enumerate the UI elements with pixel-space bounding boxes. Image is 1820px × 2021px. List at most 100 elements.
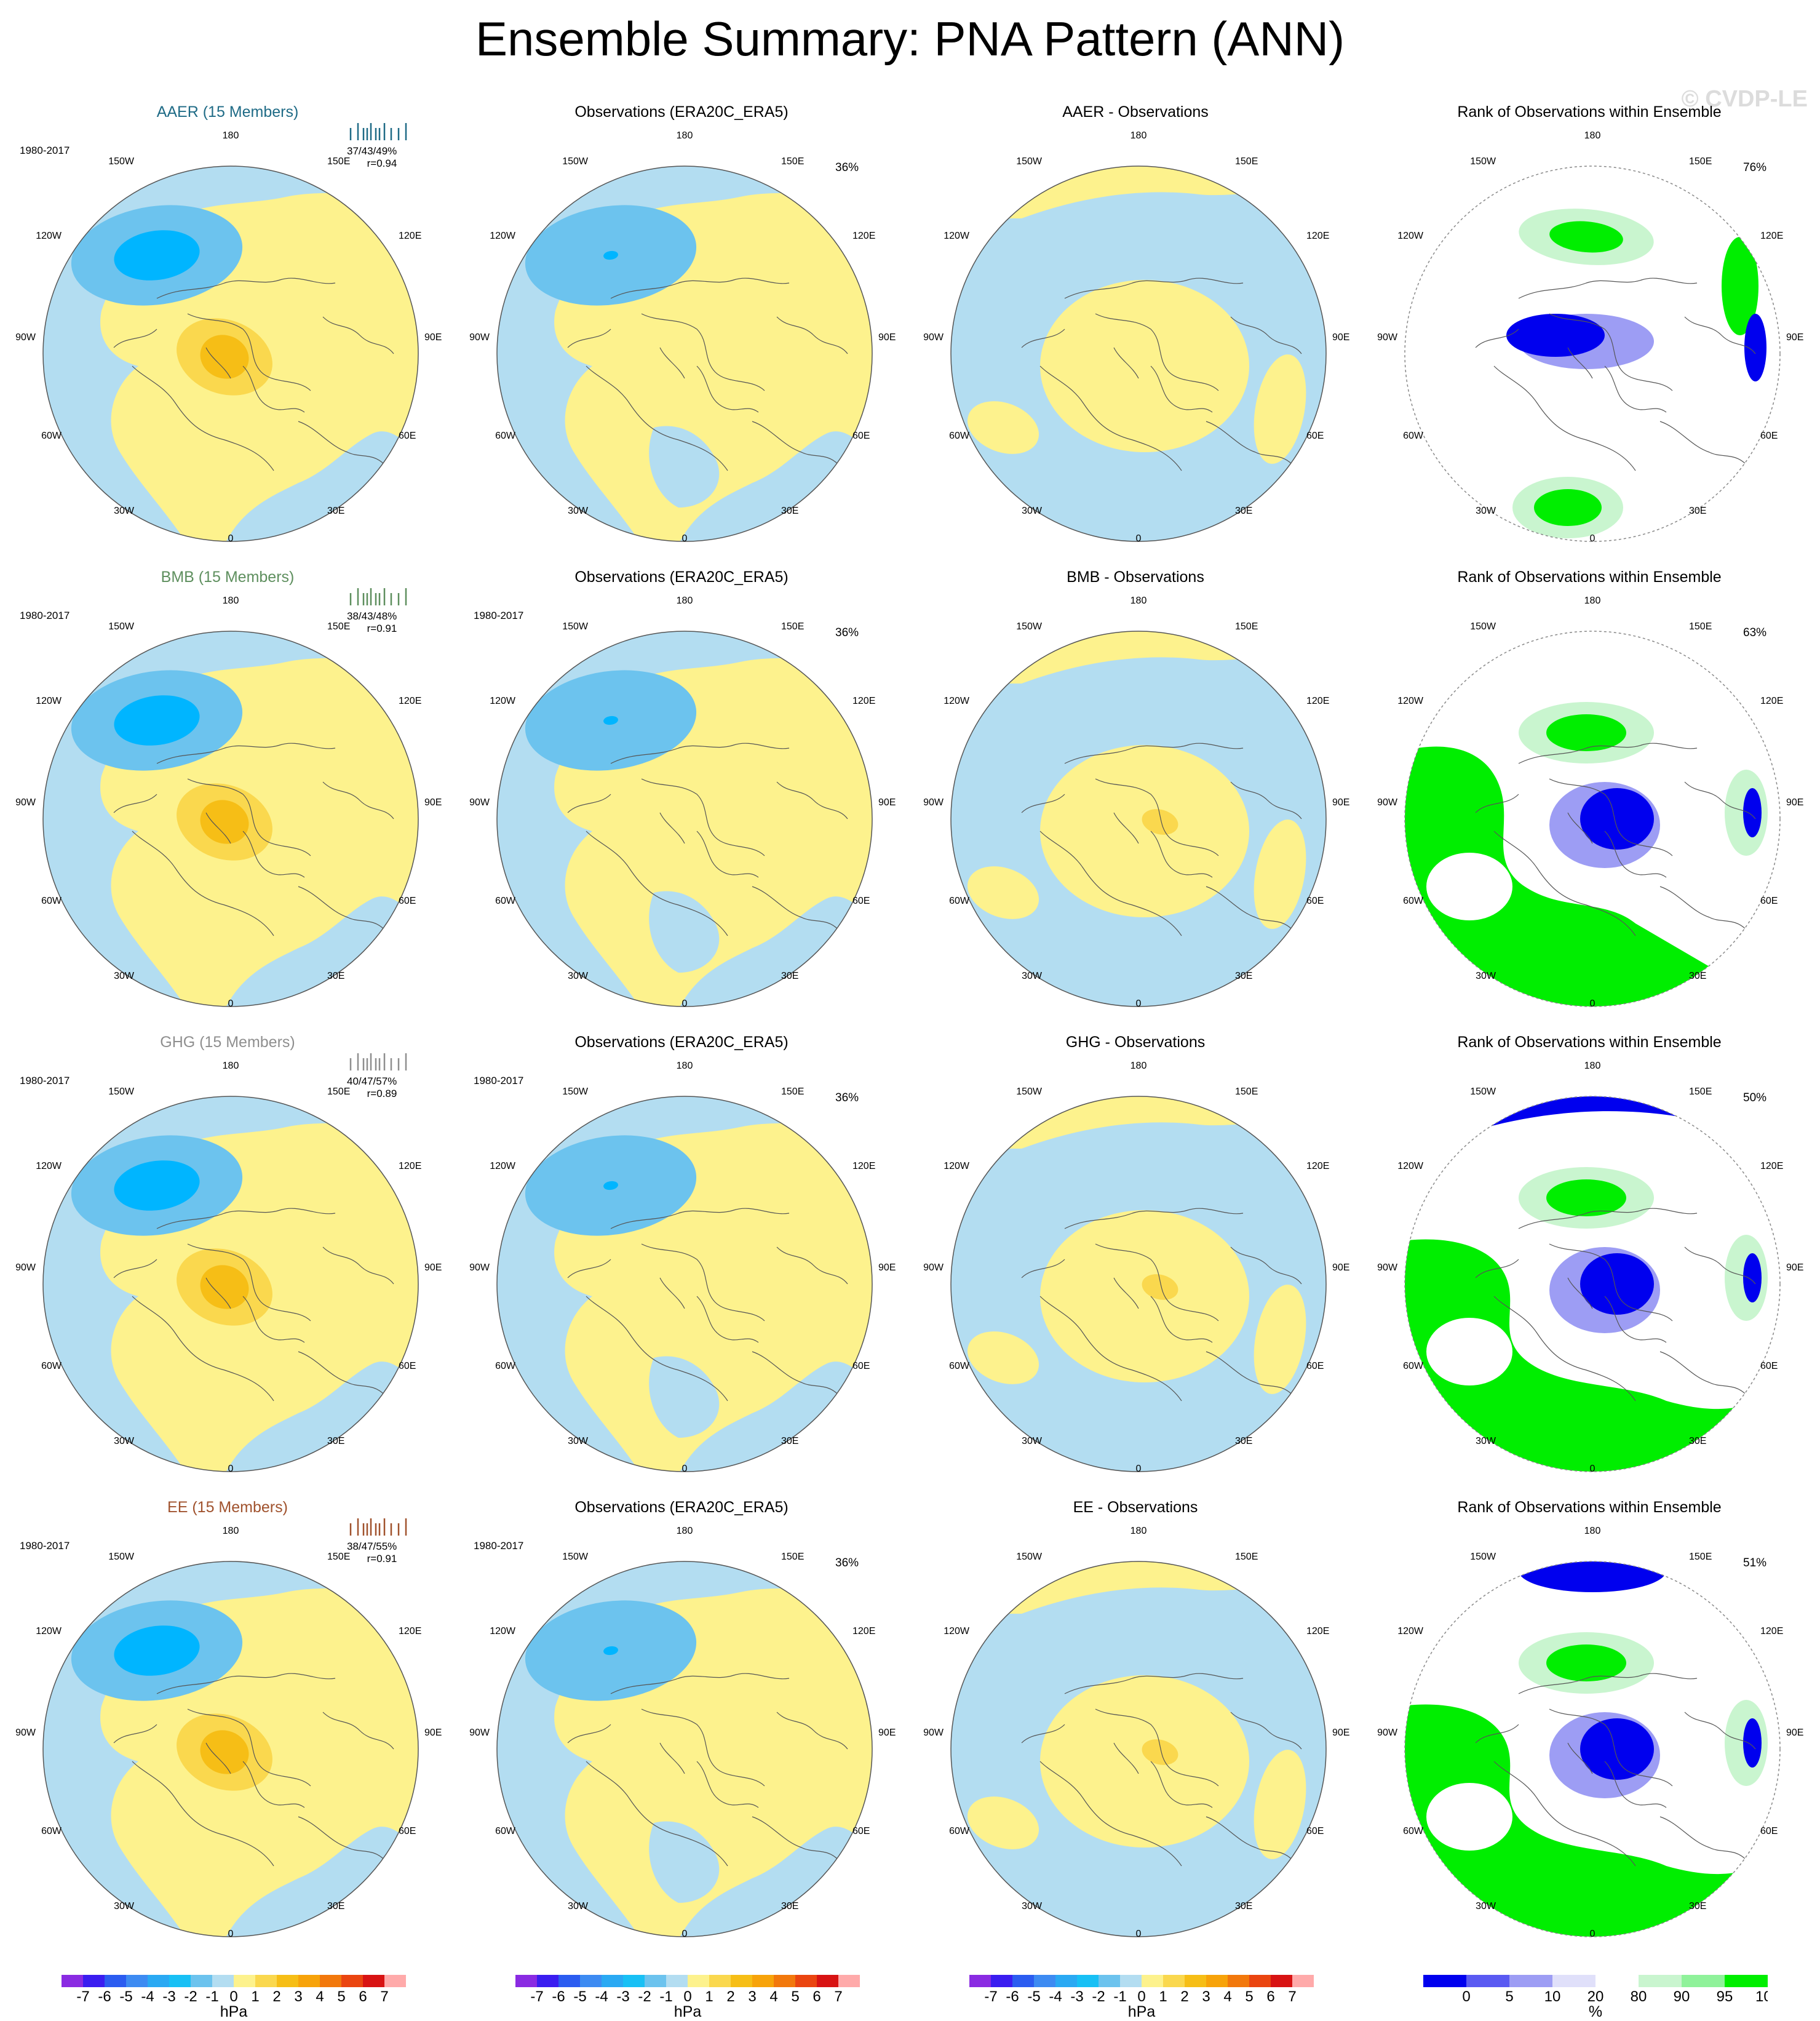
longitude-label: 150W <box>1016 1552 1042 1562</box>
longitude-label: 30E <box>1689 506 1707 516</box>
year-range: 1980-2017 <box>20 145 70 156</box>
member-histogram <box>349 1518 407 1536</box>
coastline <box>1567 812 1593 844</box>
longitude-label: 90W <box>923 1262 944 1273</box>
colorbar-swatch <box>191 1975 212 1987</box>
colorbar-tick-label: 3 <box>748 1988 756 2002</box>
coastline <box>1567 1277 1593 1309</box>
panel-ens-row2: BMB (15 Members) 1980-2017 38/43/48% r=0.91… <box>0 564 455 1029</box>
colorbar-swatch <box>666 1975 688 1987</box>
polar-map <box>496 1561 873 1937</box>
longitude-label: 90E <box>1786 332 1804 343</box>
coastline <box>696 1296 759 1343</box>
panel-ens-row3: GHG (15 Members) 1980-2017 40/47/57% r=0.89… <box>0 1029 455 1494</box>
colorbar-swatch <box>1466 1975 1509 1987</box>
coastline <box>132 831 274 936</box>
colorbar-unit: % <box>1588 2003 1603 2020</box>
longitude-label: 120E <box>399 696 422 706</box>
longitude-label: 90E <box>424 797 442 808</box>
longitude-label: 180 <box>1584 1526 1601 1536</box>
coastline <box>1039 1296 1182 1401</box>
longitude-label: 90E <box>1332 332 1350 343</box>
longitude-label: 150E <box>327 1552 351 1562</box>
coastline <box>1150 1761 1213 1808</box>
longitude-label: 180 <box>676 1526 693 1536</box>
colorbar-swatch <box>991 1975 1012 1987</box>
longitude-label: 0 <box>228 1929 234 1939</box>
panel-title: Rank of Observations within Ensemble <box>1457 1034 1722 1051</box>
negative-core <box>603 250 618 260</box>
variance-range: 40/47/57% <box>347 1075 397 1087</box>
coastline <box>1475 1724 1519 1744</box>
coastline <box>659 347 685 379</box>
colorbar-tick-label: -3 <box>1070 1988 1083 2002</box>
longitude-label: 120E <box>1306 696 1330 706</box>
longitude-label: 180 <box>676 596 693 606</box>
longitude-label: 30E <box>781 1901 799 1911</box>
colorbar-tick-label: -1 <box>1113 1988 1126 2002</box>
colorbar-tick-label: 0 <box>683 1988 691 2002</box>
coastline <box>1021 1724 1065 1744</box>
coastline <box>1021 1259 1065 1278</box>
year-range: 1980-2017 <box>20 610 70 621</box>
longitude-label: 30W <box>568 971 588 981</box>
polar-map <box>42 1096 419 1472</box>
longitude-label: 120W <box>36 1161 62 1171</box>
colorbar-tick-label: 6 <box>1266 1988 1274 2002</box>
colorbar-unit: hPa <box>1127 2003 1156 2020</box>
longitude-label: 120E <box>399 231 422 241</box>
longitude-label: 30W <box>114 1436 134 1446</box>
longitude-label: 120W <box>36 231 62 241</box>
panel-rank-row2: Rank of Observations within Ensemble 63% 1… <box>1362 564 1817 1029</box>
coastline <box>156 743 336 764</box>
longitude-label: 0 <box>228 533 234 544</box>
coastline <box>1039 831 1182 936</box>
positive-region <box>967 1796 1039 1849</box>
polar-map <box>1404 1096 1781 1472</box>
longitude-label: 180 <box>1130 596 1147 606</box>
coastline <box>242 365 305 413</box>
longitude-label: 60W <box>495 1361 515 1371</box>
longitude-label: 90E <box>1332 1262 1350 1273</box>
map-boundary <box>1404 631 1781 1007</box>
longitude-label: 120E <box>399 1161 422 1171</box>
coastline <box>1604 1296 1667 1343</box>
coastline <box>776 1712 848 1750</box>
panel-obs-row3: Observations (ERA20C_ERA5) 1980-2017 36% 18… <box>454 1029 909 1494</box>
year-range: 1980-2017 <box>474 1075 524 1086</box>
colorbar-swatch <box>709 1975 731 1987</box>
coastline <box>659 1277 685 1309</box>
panel-obs-row1: Observations (ERA20C_ERA5) 36% 180 0 150W 150… <box>454 98 909 564</box>
colorbar-swatch <box>1055 1975 1077 1987</box>
map-boundary <box>1404 1096 1781 1472</box>
coastline <box>1039 365 1182 471</box>
colorbar-tick-label: 100 <box>1755 1988 1768 2002</box>
colorbar-unit: hPa <box>674 2003 702 2020</box>
colorbar-tick-label: 2 <box>726 1988 734 2002</box>
longitude-label: 90E <box>424 332 442 343</box>
colorbar-tick-label: -6 <box>1006 1988 1019 2002</box>
longitude-label: 120E <box>1760 696 1784 706</box>
coastline <box>1493 1296 1636 1401</box>
year-range: 1980-2017 <box>474 1540 524 1552</box>
coastline <box>696 365 759 413</box>
longitude-label: 60E <box>1306 896 1324 906</box>
longitude-label: 120W <box>1397 1161 1423 1171</box>
colorbar-swatch <box>1142 1975 1163 1987</box>
longitude-label: 60E <box>852 431 870 441</box>
coastline <box>1549 1708 1673 1787</box>
longitude-label: 60E <box>852 1361 870 1371</box>
longitude-label: 180 <box>1584 596 1601 606</box>
coastline <box>1659 421 1747 465</box>
coastline <box>1604 831 1667 878</box>
colorbar-swatch <box>341 1975 363 1987</box>
colorbar-unit: hPa <box>220 2003 248 2020</box>
colorbar-tick-label: -5 <box>573 1988 586 2002</box>
longitude-label: 180 <box>676 1061 693 1071</box>
longitude-label: 30W <box>114 1901 134 1911</box>
panel-obs-row4: Observations (ERA20C_ERA5) 1980-2017 36% 18… <box>454 1494 909 1959</box>
polar-map <box>950 165 1327 542</box>
map-boundary <box>1404 165 1781 542</box>
coastline <box>1493 1761 1636 1867</box>
positive-region <box>967 401 1039 454</box>
